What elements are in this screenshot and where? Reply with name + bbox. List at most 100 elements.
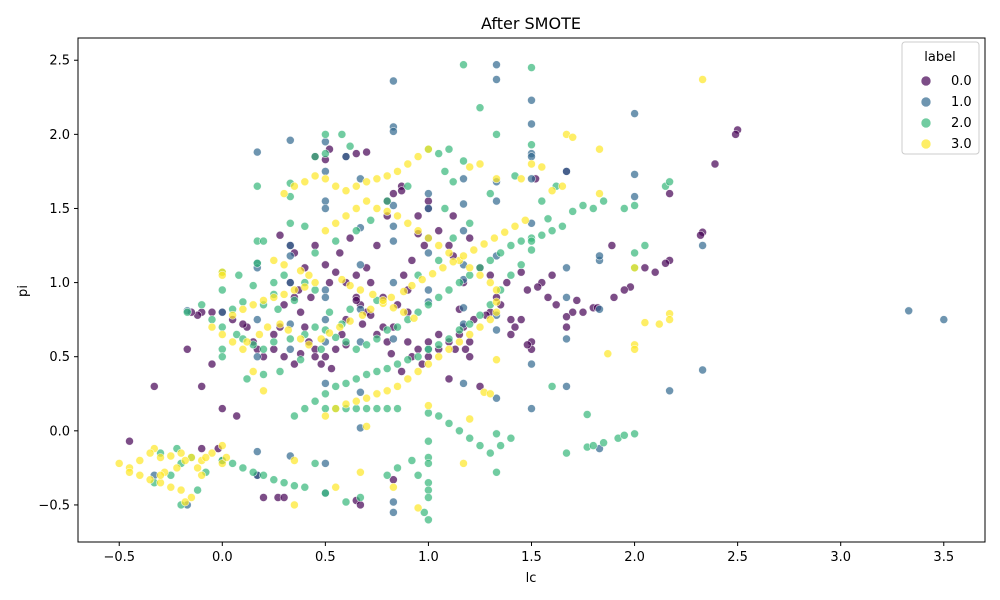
- data-point: [434, 352, 444, 362]
- data-point: [362, 404, 371, 413]
- data-point: [193, 485, 202, 495]
- data-point: [321, 315, 330, 324]
- data-point: [228, 337, 237, 347]
- legend-title: label: [924, 50, 955, 65]
- data-point: [310, 278, 320, 287]
- data-point: [568, 207, 578, 216]
- data-point: [465, 352, 475, 362]
- data-point: [263, 322, 272, 332]
- data-point: [479, 239, 489, 249]
- data-point: [285, 278, 295, 287]
- data-point: [176, 485, 186, 495]
- data-point: [193, 463, 202, 473]
- data-point: [492, 130, 501, 139]
- x-axis-label: lc: [526, 571, 537, 586]
- data-point: [547, 226, 557, 235]
- data-point: [403, 159, 413, 169]
- data-point: [207, 322, 217, 332]
- data-point: [386, 349, 396, 359]
- data-point: [316, 359, 326, 369]
- series-0.0: [125, 125, 742, 510]
- data-point: [273, 304, 283, 314]
- legend-entry-label: 3.0: [951, 137, 972, 152]
- data-point: [321, 130, 330, 139]
- data-point: [434, 226, 444, 235]
- data-point: [389, 201, 398, 210]
- data-point: [300, 177, 310, 187]
- data-point: [444, 248, 454, 258]
- data-point: [321, 488, 330, 498]
- data-point: [238, 463, 248, 473]
- data-point: [516, 260, 526, 270]
- data-point: [259, 493, 268, 502]
- data-point: [543, 214, 553, 224]
- data-point: [424, 459, 433, 468]
- data-point: [351, 226, 361, 235]
- data-point: [310, 241, 320, 250]
- data-point: [331, 333, 341, 342]
- data-point: [506, 315, 516, 324]
- data-point: [321, 149, 330, 158]
- y-tick-label: 2.0: [49, 128, 70, 143]
- data-point: [389, 222, 398, 231]
- data-point: [125, 436, 134, 446]
- data-point: [358, 319, 367, 329]
- data-point: [640, 241, 650, 250]
- data-point: [183, 307, 192, 317]
- data-point: [434, 340, 444, 350]
- y-tick-label: −0.5: [38, 498, 70, 513]
- data-point: [279, 493, 289, 502]
- data-point: [438, 263, 448, 273]
- data-point: [310, 152, 320, 161]
- data-point: [403, 181, 413, 191]
- data-point: [465, 319, 475, 329]
- data-point: [279, 270, 289, 280]
- data-point: [310, 171, 320, 181]
- x-tick-label: 1.5: [521, 550, 542, 565]
- y-axis: −0.5 0.0 0.5 1.0 1.5 2.0 2.5: [38, 54, 78, 513]
- data-point: [362, 393, 371, 403]
- data-point: [434, 241, 444, 250]
- data-point: [255, 330, 264, 339]
- data-point: [424, 189, 433, 198]
- data-point: [533, 282, 543, 292]
- data-point: [218, 307, 227, 317]
- data-point: [465, 219, 475, 228]
- data-point: [156, 478, 165, 488]
- data-point: [327, 364, 336, 373]
- data-point: [285, 219, 295, 228]
- data-point: [448, 233, 458, 243]
- data-point: [252, 258, 262, 268]
- data-point: [448, 177, 458, 187]
- data-point: [341, 152, 351, 161]
- data-point: [331, 344, 341, 354]
- data-point: [599, 438, 608, 448]
- data-point: [335, 248, 345, 258]
- data-point: [321, 196, 330, 206]
- data-point: [285, 241, 295, 250]
- data-point: [321, 137, 330, 147]
- data-point: [424, 352, 433, 362]
- data-point: [562, 334, 571, 344]
- y-tick-label: 0.5: [49, 350, 70, 365]
- data-point: [424, 233, 433, 243]
- data-point: [424, 204, 433, 213]
- data-point: [275, 230, 285, 240]
- data-point: [562, 322, 571, 332]
- data-point: [316, 334, 326, 344]
- data-point: [269, 330, 279, 339]
- data-point: [527, 119, 536, 129]
- data-point: [537, 230, 547, 240]
- x-tick-label: −0.5: [103, 550, 135, 565]
- data-point: [382, 364, 392, 373]
- x-tick-label: 0.0: [212, 550, 233, 565]
- data-point: [296, 334, 305, 344]
- data-point: [279, 290, 289, 299]
- data-point: [300, 404, 310, 413]
- data-point: [386, 293, 396, 302]
- data-point: [578, 307, 588, 317]
- data-point: [356, 500, 365, 510]
- data-point: [465, 433, 475, 443]
- chart-title: After SMOTE: [481, 14, 581, 33]
- data-point: [939, 315, 949, 324]
